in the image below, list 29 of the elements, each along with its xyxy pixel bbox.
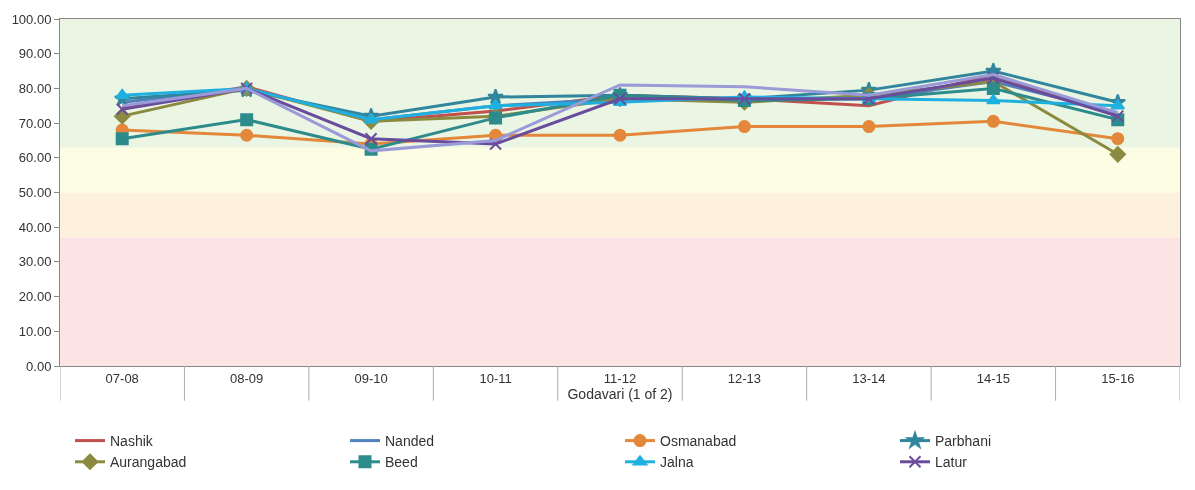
x-tick-label: 09-10 (354, 370, 388, 386)
legend-label: Nanded (385, 433, 435, 450)
y-tick-label: 40.00 (18, 219, 52, 235)
x-axis-title: Godavari (1 of 2) (567, 385, 673, 402)
y-tick-label: 20.00 (18, 289, 52, 305)
x-tick-label: 15-16 (1101, 370, 1135, 386)
y-tick-label: 30.00 (18, 254, 52, 270)
y-tick-label: 100.00 (11, 11, 52, 27)
x-tick-label: 08-09 (230, 370, 264, 386)
x-tick-label: 13-14 (852, 370, 886, 386)
y-tick-label: 70.00 (18, 115, 52, 131)
legend-label: Aurangabad (110, 454, 187, 471)
x-tick-label: 07-08 (105, 370, 139, 386)
x-tick-label: 10-11 (479, 370, 512, 386)
x-tick-label: 12-13 (727, 370, 762, 386)
legend-label: Parbhani (935, 433, 992, 450)
x-tick-label: 11-12 (603, 370, 637, 386)
legend-label: Jalna (660, 454, 694, 471)
legend-label: Beed (385, 454, 418, 471)
x-tick-label: 14-15 (976, 370, 1010, 386)
y-tick-label: 80.00 (18, 80, 52, 96)
legend-label: Latur (935, 454, 968, 471)
y-tick-label: 50.00 (18, 185, 52, 201)
y-tick-label: 60.00 (18, 150, 52, 166)
y-tick-label: 0.00 (26, 358, 52, 374)
legend-label: Nashik (110, 433, 154, 450)
y-tick-label: 10.00 (18, 323, 52, 339)
y-tick-label: 90.00 (18, 46, 52, 62)
legend-label: Osmanabad (660, 433, 737, 450)
